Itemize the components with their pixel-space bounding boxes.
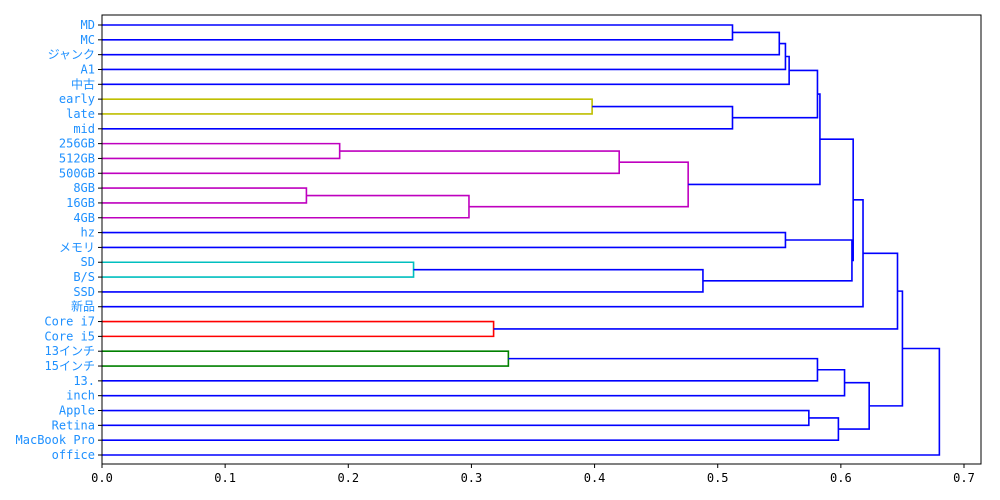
leaf-label: 8GB bbox=[73, 181, 95, 195]
dendrogram-link bbox=[102, 417, 840, 441]
leaf-label: mid bbox=[73, 122, 95, 136]
leaf-label: 500GB bbox=[59, 166, 95, 180]
dendrogram-link bbox=[102, 150, 620, 175]
leaf-label: ジャンク bbox=[48, 48, 95, 62]
leaf-label: Apple bbox=[59, 404, 95, 418]
leaf-label: 13. bbox=[73, 374, 95, 388]
leaf-label: Retina bbox=[52, 418, 95, 432]
leaf-label: 16GB bbox=[66, 196, 95, 210]
dendrogram-link bbox=[102, 261, 415, 278]
x-tick-label: 0.0 bbox=[91, 471, 113, 485]
dendrogram-link bbox=[102, 24, 734, 41]
dendrogram-link bbox=[102, 320, 495, 338]
leaf-label: 新品 bbox=[71, 299, 95, 314]
leaf-label: 256GB bbox=[59, 137, 95, 151]
x-tick-label: 0.7 bbox=[953, 471, 975, 485]
leaf-label: SSD bbox=[73, 285, 95, 299]
dendrogram-link bbox=[702, 239, 853, 282]
plot-frame bbox=[101, 14, 982, 465]
dendrogram-link bbox=[102, 347, 941, 456]
x-tick-label: 0.2 bbox=[337, 471, 359, 485]
leaf-label: SD bbox=[81, 255, 95, 269]
leaf-label: 512GB bbox=[59, 151, 95, 165]
leaf-label: 4GB bbox=[73, 211, 95, 225]
dendrogram-link bbox=[468, 161, 689, 208]
leaf-label: office bbox=[52, 448, 95, 462]
dendrogram-link bbox=[102, 199, 864, 308]
dendrogram-link bbox=[102, 31, 781, 56]
leaf-label: 中古 bbox=[71, 76, 95, 91]
dendrogram-link bbox=[102, 194, 470, 219]
x-tick-label: 0.6 bbox=[830, 471, 852, 485]
leaf-label: Core i5 bbox=[44, 329, 95, 343]
dendrogram-link bbox=[688, 93, 821, 186]
dendrogram-link bbox=[102, 268, 704, 293]
dendrogram-link bbox=[838, 381, 870, 430]
x-axis: 0.0 0.1 0.2 0.3 0.4 0.5 0.6 0.7 bbox=[91, 464, 975, 485]
leaf-label: B/S bbox=[73, 270, 95, 284]
dendrogram-link bbox=[102, 368, 846, 397]
dendrogram-links bbox=[102, 24, 941, 456]
leaf-label: メモリ bbox=[59, 240, 95, 254]
leaf-label: MacBook Pro bbox=[16, 433, 95, 447]
leaf-label: late bbox=[66, 107, 95, 121]
leaf-labels: MDMCジャンクA1中古earlylatemid256GB512GB500GB8… bbox=[16, 18, 102, 462]
dendrogram-link bbox=[102, 187, 308, 204]
dendrogram-link bbox=[102, 142, 341, 160]
dendrogram-link bbox=[102, 357, 819, 382]
dendrogram-link bbox=[732, 69, 819, 119]
x-tick-label: 0.1 bbox=[214, 471, 236, 485]
leaf-label: Core i7 bbox=[44, 315, 95, 329]
leaf-label: inch bbox=[66, 389, 95, 403]
dendrogram-link bbox=[102, 98, 593, 115]
dendrogram-link bbox=[102, 105, 734, 130]
dendrogram-link bbox=[819, 138, 854, 262]
leaf-label: 13インチ bbox=[45, 344, 95, 358]
leaf-label: MC bbox=[81, 33, 95, 47]
dendrogram-link bbox=[102, 409, 810, 427]
dendrogram-link bbox=[102, 55, 790, 86]
leaf-label: 15インチ bbox=[45, 359, 95, 373]
x-tick-label: 0.3 bbox=[461, 471, 483, 485]
leaf-label: early bbox=[59, 92, 95, 106]
x-tick-label: 0.4 bbox=[584, 471, 606, 485]
x-tick-label: 0.5 bbox=[707, 471, 729, 485]
dendrogram-link bbox=[102, 42, 787, 71]
leaf-label: hz bbox=[81, 226, 95, 240]
leaf-label: A1 bbox=[81, 62, 95, 76]
dendrogram-link bbox=[102, 350, 510, 367]
dendrogram-link bbox=[102, 231, 787, 249]
leaf-label: MD bbox=[81, 18, 95, 32]
